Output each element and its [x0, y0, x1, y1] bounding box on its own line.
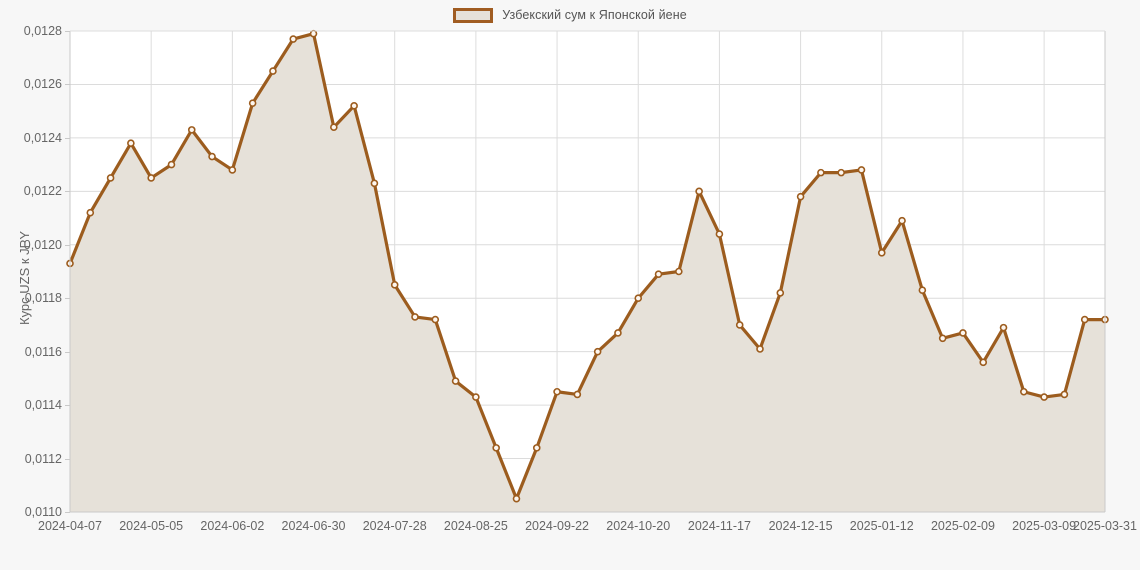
x-tick-label: 2024-06-02	[200, 519, 265, 533]
data-point-marker	[877, 248, 886, 257]
y-tick-label: 0,0128	[23, 24, 62, 38]
data-point-marker	[695, 187, 703, 196]
y-tick-label: 0,0126	[23, 77, 62, 92]
data-point-marker	[411, 313, 419, 321]
y-tick-label: 0,0124	[23, 130, 62, 145]
data-point-marker	[857, 166, 866, 174]
x-tick-label: 2024-04-07	[38, 519, 102, 533]
data-point-marker	[228, 166, 237, 174]
data-point-marker	[127, 139, 135, 148]
y-tick-label: 0,0122	[23, 184, 62, 199]
chart-legend[interactable]: Узбекский сум к Японской йене	[0, 4, 1140, 26]
x-tick-label: 2024-06-30	[281, 519, 346, 533]
data-point-marker	[756, 345, 764, 353]
y-tick-label: 0,0110	[24, 505, 62, 519]
y-tick-label: 0,0114	[24, 398, 62, 413]
data-point-marker	[634, 294, 643, 303]
data-point-marker	[106, 174, 115, 182]
data-point-marker	[451, 377, 460, 385]
data-point-marker	[654, 270, 663, 278]
data-point-marker	[817, 168, 825, 177]
y-tick-mark	[65, 512, 70, 513]
data-point-marker	[512, 494, 521, 503]
data-point-marker	[309, 29, 318, 38]
y-tick-mark	[65, 31, 70, 32]
data-point-marker	[147, 174, 155, 182]
data-point-marker	[248, 99, 257, 107]
data-point-marker	[999, 323, 1008, 332]
y-tick-mark	[65, 405, 70, 407]
data-point-marker	[390, 281, 399, 289]
x-tick-label: 2024-08-25	[443, 519, 508, 533]
data-point-marker	[492, 444, 500, 452]
data-point-marker	[330, 123, 338, 131]
data-point-marker	[959, 329, 967, 337]
x-tick-label: 2025-01-12	[849, 519, 914, 533]
y-tick-mark	[65, 298, 70, 300]
data-point-marker	[472, 393, 480, 401]
y-tick-mark	[65, 191, 70, 193]
data-point-marker	[1020, 387, 1028, 396]
data-point-marker	[796, 192, 805, 201]
data-point-marker	[918, 286, 927, 295]
data-point-marker	[167, 160, 176, 169]
data-point-marker	[776, 289, 785, 297]
data-point-marker	[350, 102, 358, 110]
y-tick-label: 0,0116	[24, 344, 62, 359]
y-tick-mark	[65, 84, 70, 86]
data-point-marker	[289, 35, 298, 43]
x-tick-label: 2024-05-05	[119, 519, 184, 533]
data-point-marker	[898, 216, 906, 225]
legend-label: Узбекский сум к Японской йене	[502, 8, 687, 22]
y-axis-ticks: 0,0110 0,0112 0,0114 0,0116 0,0118 0,0120 0,01…	[0, 0, 68, 570]
x-tick-label: 2024-11-17	[687, 519, 751, 533]
y-tick-mark	[65, 137, 70, 139]
data-point-marker	[86, 208, 95, 217]
y-tick-label: 0,0120	[23, 237, 62, 252]
legend-swatch-icon	[453, 7, 494, 23]
y-tick-mark	[65, 458, 70, 460]
data-point-marker	[837, 168, 845, 177]
x-tick-label: 2024-07-28	[362, 519, 427, 533]
data-point-marker	[187, 126, 196, 134]
y-tick-mark	[65, 244, 70, 246]
data-point-marker	[715, 230, 724, 238]
y-tick-mark	[65, 351, 70, 353]
data-point-marker	[675, 267, 683, 276]
data-point-marker	[938, 334, 947, 343]
data-point-marker	[1040, 393, 1048, 401]
data-point-marker	[1060, 390, 1069, 399]
data-point-marker	[370, 179, 379, 188]
data-point-marker	[532, 444, 541, 452]
y-tick-label: 0,0118	[24, 291, 62, 306]
data-point-marker	[614, 329, 622, 337]
data-point-marker	[1080, 315, 1089, 324]
data-point-marker	[573, 390, 582, 399]
data-point-marker	[553, 387, 561, 396]
data-point-marker	[593, 347, 602, 356]
data-point-marker	[979, 358, 988, 367]
x-tick-label: 2025-03-09	[1012, 519, 1077, 533]
x-tick-label: 2024-09-22	[525, 519, 590, 533]
data-point-marker	[208, 152, 216, 161]
y-tick-label: 0,0112	[24, 451, 62, 466]
data-point-marker	[431, 315, 440, 324]
area-fill	[70, 33, 1105, 513]
data-line	[68, 32, 1107, 501]
x-tick-label: 2024-12-15	[768, 519, 833, 533]
x-tick-label: 2025-02-09	[930, 519, 995, 533]
x-tick-label: 2024-10-20	[606, 519, 671, 533]
x-tick-label: 2025-03-31	[1073, 519, 1137, 533]
data-point-marker	[735, 321, 744, 329]
data-point-marker	[269, 67, 277, 75]
